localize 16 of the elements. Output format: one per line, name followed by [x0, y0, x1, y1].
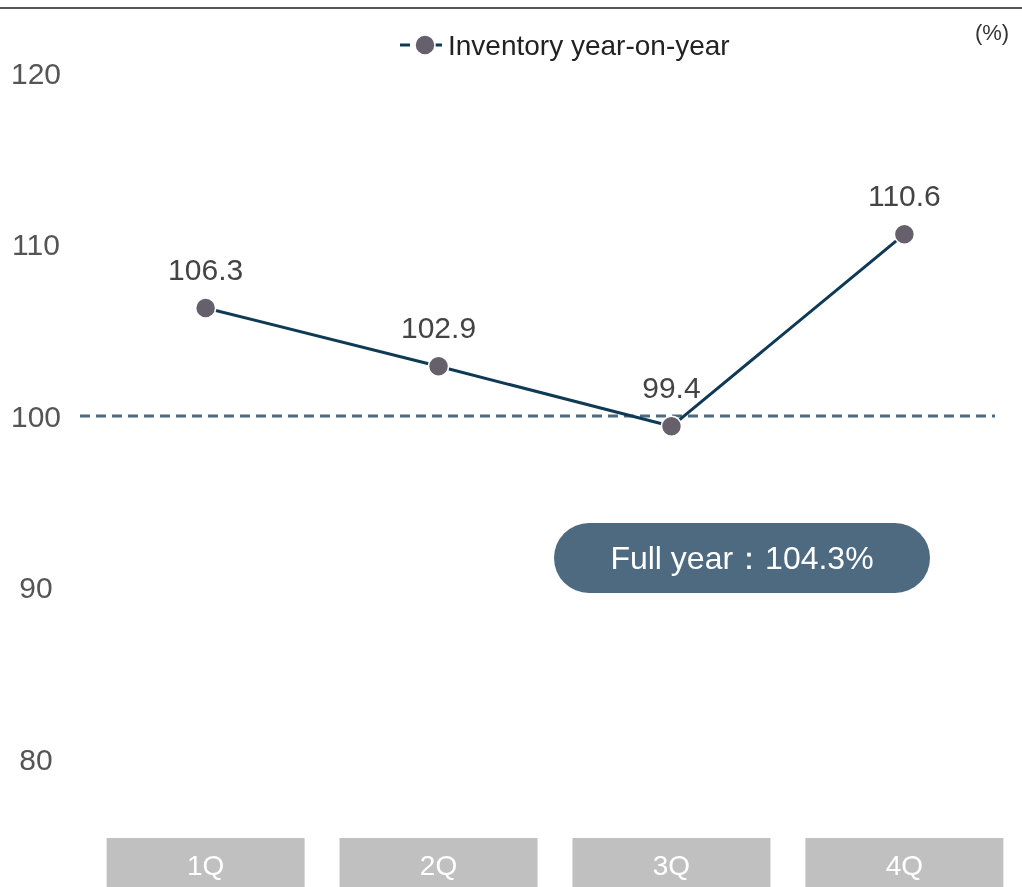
data-label: 106.3 — [168, 252, 244, 286]
y-axis-title: (%) — [974, 20, 1010, 45]
y-tick-label: 90 — [19, 571, 53, 604]
y-tick-label: 80 — [19, 742, 53, 776]
y-tick-label: 110 — [12, 228, 60, 261]
data-label: 102.9 — [401, 311, 477, 345]
data-label: 99.4 — [642, 371, 701, 405]
x-tick-label: 1Q — [186, 849, 225, 881]
x-tick-label: 4Q — [885, 849, 924, 881]
legend-label: Inventory year-on-year — [448, 29, 730, 61]
y-tick-label: 120 — [10, 56, 62, 90]
x-tick-label: 3Q — [652, 849, 691, 881]
y-tick-label: 100 — [10, 399, 62, 433]
data-label: 110.6 — [867, 179, 941, 213]
annotation: Full year：104.3% — [610, 540, 874, 577]
x-tick-label: 2Q — [419, 849, 458, 881]
